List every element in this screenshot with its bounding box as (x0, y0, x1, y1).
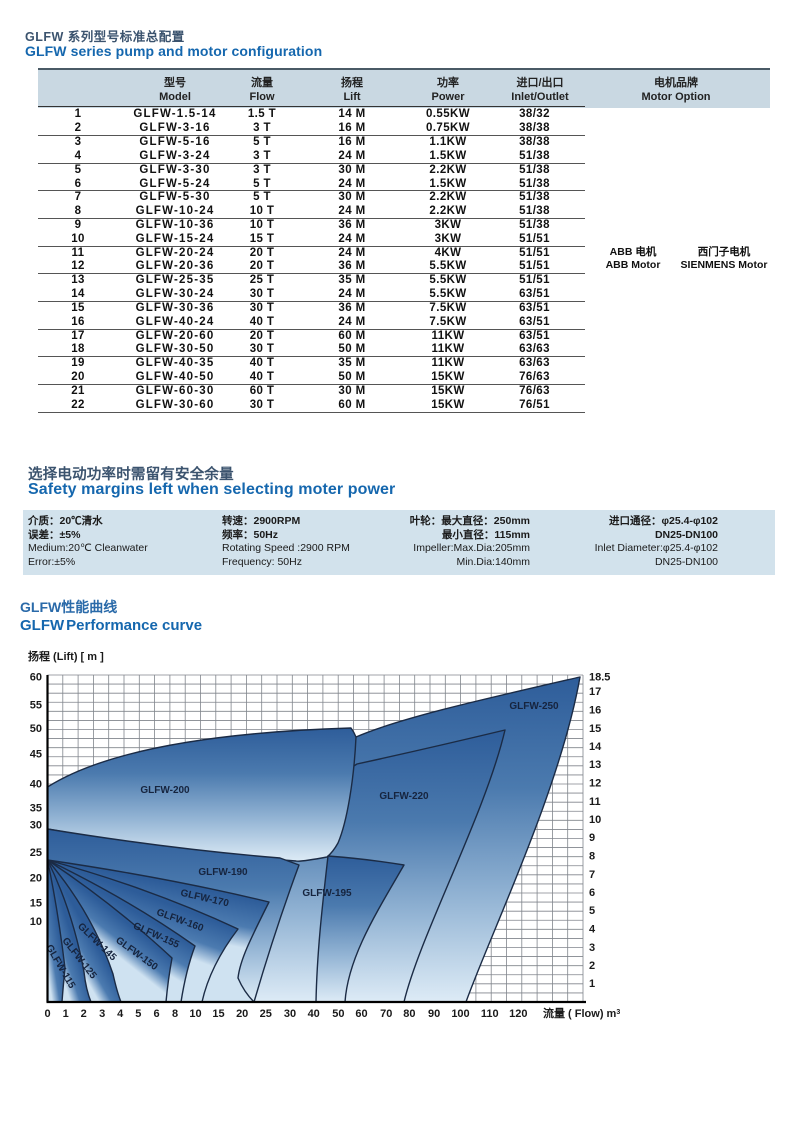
svg-text:40: 40 (308, 1008, 320, 1020)
svg-text:90: 90 (428, 1008, 440, 1020)
svg-text:1: 1 (589, 978, 595, 990)
svg-text:15: 15 (589, 723, 601, 735)
svg-text:5: 5 (589, 905, 595, 917)
svg-text:11: 11 (589, 796, 601, 808)
svg-text:12: 12 (589, 778, 601, 790)
svg-text:9: 9 (589, 832, 595, 844)
svg-text:10: 10 (30, 916, 42, 928)
svg-text:17: 17 (589, 686, 601, 698)
svg-text:10: 10 (189, 1008, 201, 1020)
svg-text:50: 50 (332, 1008, 344, 1020)
svg-text:15: 15 (212, 1008, 224, 1020)
svg-text:1: 1 (63, 1008, 69, 1020)
svg-text:8: 8 (172, 1008, 178, 1020)
svg-text:3: 3 (99, 1008, 105, 1020)
svg-text:6: 6 (589, 887, 595, 899)
svg-text:40: 40 (30, 779, 42, 791)
svg-text:55: 55 (30, 700, 42, 712)
svg-text:100: 100 (451, 1008, 469, 1020)
svg-text:30: 30 (30, 820, 42, 832)
svg-text:16: 16 (589, 705, 601, 717)
svg-text:GLFW-250: GLFW-250 (509, 701, 559, 712)
svg-text:GLFW-200: GLFW-200 (140, 785, 190, 796)
svg-text:6: 6 (153, 1008, 159, 1020)
svg-text:35: 35 (30, 803, 42, 815)
svg-text:70: 70 (380, 1008, 392, 1020)
svg-text:3: 3 (589, 942, 595, 954)
svg-text:30: 30 (284, 1008, 296, 1020)
svg-text:60: 60 (355, 1008, 367, 1020)
svg-text:GLFW-195: GLFW-195 (302, 888, 352, 899)
svg-text:120: 120 (509, 1008, 527, 1020)
svg-text:2: 2 (81, 1008, 87, 1020)
svg-text:25: 25 (30, 847, 42, 859)
svg-text:20: 20 (236, 1008, 248, 1020)
svg-text:8: 8 (589, 851, 595, 863)
svg-text:流量 ( Flow) m3: 流量 ( Flow) m3 (543, 1006, 620, 1020)
svg-text:45: 45 (30, 749, 42, 761)
svg-text:15: 15 (30, 898, 42, 910)
svg-text:GLFW-190: GLFW-190 (198, 867, 248, 878)
svg-text:14: 14 (589, 741, 602, 753)
svg-text:0: 0 (45, 1008, 51, 1020)
svg-text:13: 13 (589, 759, 601, 771)
svg-text:4: 4 (589, 924, 596, 936)
svg-text:110: 110 (481, 1008, 499, 1020)
svg-text:50: 50 (30, 723, 42, 735)
svg-text:18.5: 18.5 (589, 672, 610, 684)
svg-text:20: 20 (30, 873, 42, 885)
svg-text:4: 4 (117, 1008, 124, 1020)
svg-text:10: 10 (589, 814, 601, 826)
svg-text:60: 60 (30, 672, 42, 684)
svg-text:25: 25 (260, 1008, 272, 1020)
svg-text:5: 5 (135, 1008, 141, 1020)
svg-text:7: 7 (589, 869, 595, 881)
svg-text:GLFW-220: GLFW-220 (379, 791, 429, 802)
svg-text:2: 2 (589, 960, 595, 972)
svg-text:80: 80 (403, 1008, 415, 1020)
